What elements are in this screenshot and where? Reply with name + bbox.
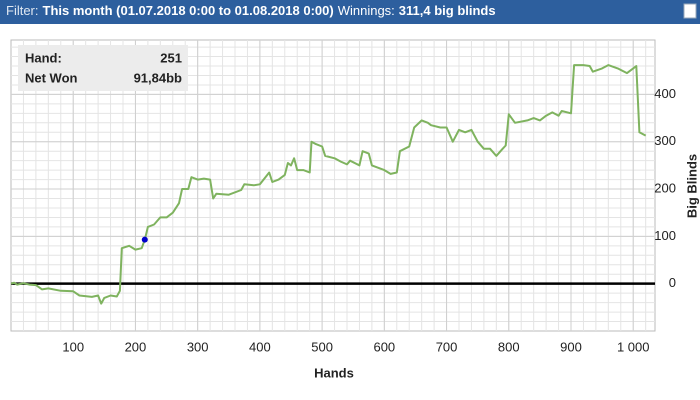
x-tick-label: 700 <box>436 339 458 354</box>
tooltip-box <box>18 45 188 91</box>
y-tick-label: 300 <box>654 133 676 148</box>
filter-text: Filter: This month (01.07.2018 0:00 to 01… <box>6 3 496 18</box>
y-tick-label: 400 <box>654 86 676 101</box>
x-tick-label: 200 <box>125 339 147 354</box>
winnings-value: 311,4 big blinds <box>399 3 496 18</box>
x-tick-label: 900 <box>560 339 582 354</box>
tooltip-value: 91,84bb <box>134 70 182 85</box>
filter-label: Filter: <box>6 3 39 18</box>
y-axis-label: Big Blinds <box>684 154 699 218</box>
winnings-label: Winnings: <box>338 3 395 18</box>
x-tick-label: 500 <box>311 339 333 354</box>
y-tick-label: 100 <box>654 228 676 243</box>
x-axis-label: Hands <box>314 365 354 380</box>
x-tick-label: 1 000 <box>617 339 650 354</box>
data-line <box>10 64 647 305</box>
header-button[interactable] <box>683 3 697 19</box>
tooltip-label: Net Won <box>25 70 78 85</box>
highlight-point <box>141 236 148 243</box>
x-tick-label: 300 <box>187 339 209 354</box>
tooltip-value: 251 <box>160 50 182 65</box>
filter-value: This month (01.07.2018 0:00 to 01.08.201… <box>43 3 334 18</box>
x-tick-label: 600 <box>373 339 395 354</box>
y-tick-label: 0 <box>669 275 676 290</box>
x-tick-label: 800 <box>498 339 520 354</box>
y-tick-label: 200 <box>654 180 676 195</box>
x-tick-label: 400 <box>249 339 271 354</box>
tooltip-label: Hand: <box>25 50 62 65</box>
x-tick-label: 100 <box>62 339 84 354</box>
header-bar <box>0 0 700 24</box>
